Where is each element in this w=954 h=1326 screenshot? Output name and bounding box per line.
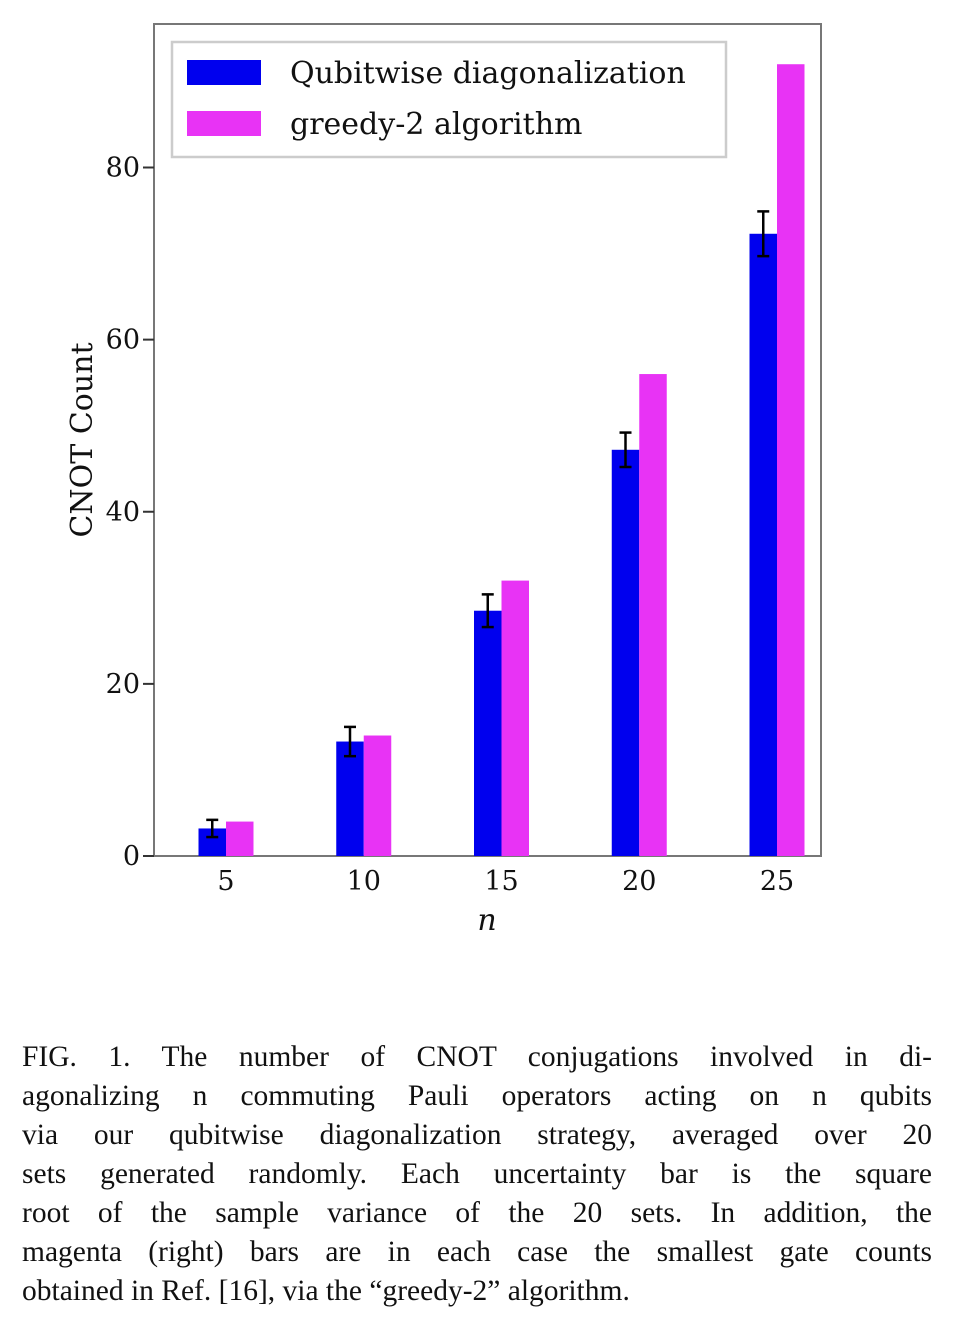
bar-greedy bbox=[226, 821, 254, 856]
y-axis-label: CNOT Count bbox=[65, 342, 100, 537]
x-tick-label: 20 bbox=[622, 866, 656, 897]
caption-line: via our qubitwise diagonalization strate… bbox=[22, 1119, 932, 1151]
bar-greedy bbox=[363, 735, 392, 856]
bar-greedy bbox=[639, 374, 667, 856]
y-tick-label: 60 bbox=[106, 325, 140, 356]
y-tick-label: 0 bbox=[123, 841, 140, 872]
legend-swatch-greedy bbox=[187, 111, 261, 136]
y-tick-label: 80 bbox=[106, 153, 140, 184]
x-tick-label: 15 bbox=[484, 866, 518, 897]
bar-qubitwise bbox=[474, 610, 502, 856]
bars-group bbox=[198, 64, 805, 857]
caption-line: obtained in Ref. [16], via the “greedy-2… bbox=[22, 1275, 630, 1307]
caption-line: root of the sample variance of the 20 se… bbox=[22, 1197, 932, 1229]
x-axis-label: n bbox=[477, 903, 496, 938]
y-axis: 0 20 40 60 80 bbox=[106, 153, 154, 872]
legend: Qubitwise diagonalization greedy-2 algor… bbox=[170, 40, 728, 159]
caption-line: magenta (right) bars are in each case th… bbox=[22, 1236, 932, 1268]
bar-chart: 0 20 40 60 80 5 10 15 20 25 n CNOT Count Qubitwi… bbox=[65, 23, 822, 938]
y-tick-label: 20 bbox=[106, 669, 140, 700]
x-tick-label: 10 bbox=[347, 866, 381, 897]
caption-line: FIG. 1. The number of CNOT conjugations … bbox=[22, 1041, 932, 1073]
bar-qubitwise bbox=[336, 741, 364, 856]
figure-caption: FIG. 1. The number of CNOT conjugations … bbox=[22, 1038, 932, 1311]
x-tick-label: 5 bbox=[217, 866, 234, 897]
bar-greedy bbox=[501, 580, 529, 856]
legend-swatch-qubitwise bbox=[187, 60, 261, 85]
x-axis: 5 10 15 20 25 bbox=[217, 866, 794, 897]
bar-qubitwise bbox=[611, 449, 640, 856]
legend-label-qubitwise: Qubitwise diagonalization bbox=[290, 56, 686, 91]
legend-box bbox=[170, 40, 728, 159]
bar-qubitwise bbox=[749, 233, 777, 856]
caption-line: sets generated randomly. Each uncertaint… bbox=[22, 1158, 932, 1190]
legend-label-greedy: greedy-2 algorithm bbox=[290, 107, 582, 142]
bar-greedy bbox=[777, 64, 805, 857]
x-tick-label: 25 bbox=[760, 866, 794, 897]
caption-line: agonalizing n commuting Pauli operators … bbox=[22, 1080, 932, 1112]
y-tick-label: 40 bbox=[106, 497, 140, 528]
